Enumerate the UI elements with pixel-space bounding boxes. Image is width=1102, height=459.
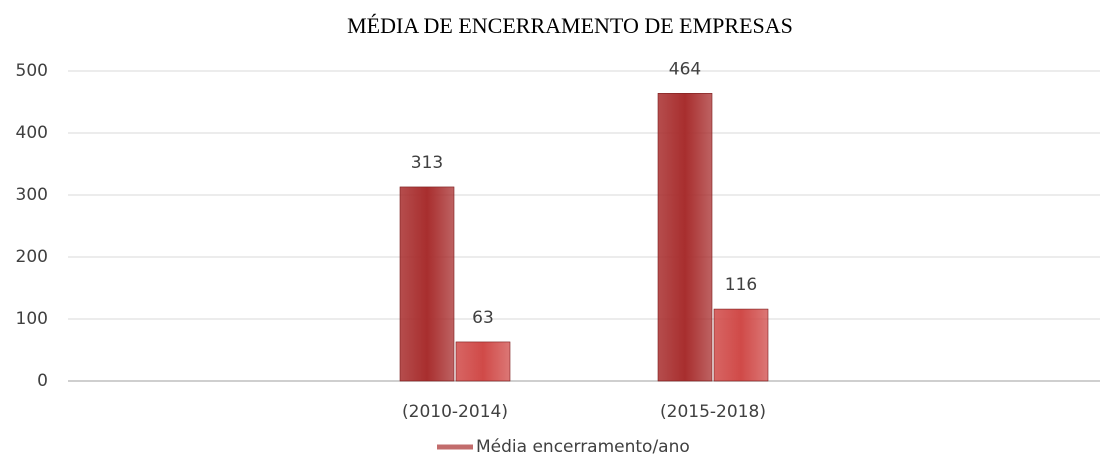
- bar: [713, 308, 769, 382]
- y-tick-label: 400: [16, 123, 48, 143]
- bar: [399, 186, 455, 382]
- y-tick-label: 0: [37, 371, 48, 391]
- y-tick-label: 200: [16, 247, 48, 267]
- y-tick-label: 500: [16, 61, 48, 81]
- x-tick-label: (2015-2018): [660, 402, 766, 422]
- y-tick-label: 300: [16, 185, 48, 205]
- chart-title: MÉDIA DE ENCERRAMENTO DE EMPRESAS: [347, 13, 793, 38]
- y-tick-label: 100: [16, 309, 48, 329]
- data-label: 116: [725, 275, 757, 295]
- bar: [455, 341, 511, 382]
- x-tick-label: (2010-2014): [402, 402, 508, 422]
- data-label: 313: [411, 153, 443, 173]
- bar: [657, 93, 713, 382]
- data-label: 464: [669, 59, 701, 79]
- data-label: 63: [472, 308, 494, 328]
- legend-label: Média encerramento/ano: [476, 437, 690, 457]
